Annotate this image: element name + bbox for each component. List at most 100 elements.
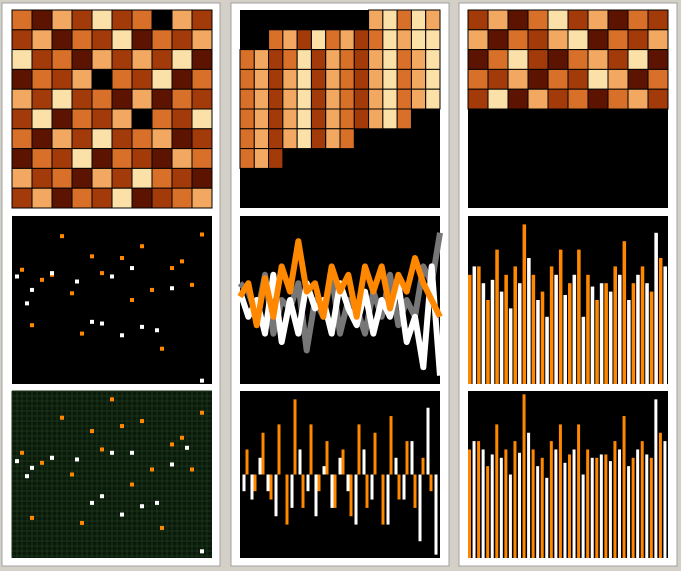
bar — [577, 249, 581, 384]
scatter-point — [90, 254, 94, 259]
bar — [522, 224, 527, 384]
heatmap-cell — [191, 29, 213, 51]
heatmap-cell — [296, 68, 312, 90]
heatmap-cell — [507, 88, 529, 110]
bar — [554, 274, 558, 384]
bar — [586, 274, 590, 384]
heatmap-cell — [425, 88, 441, 110]
heatmap-cell — [253, 88, 270, 110]
bar — [640, 266, 645, 384]
heatmap-cell — [91, 9, 113, 31]
heatmap-cell — [239, 68, 255, 90]
heatmap-cell — [382, 68, 398, 90]
bar — [627, 466, 631, 558]
heatmap-cell — [467, 49, 489, 70]
bar — [531, 449, 535, 558]
heatmap-cell — [11, 49, 33, 70]
heatmap-cell — [310, 108, 327, 130]
heatmap-cell — [191, 128, 213, 150]
bar — [622, 416, 626, 558]
heatmap-cell — [71, 167, 93, 189]
scatter-point — [140, 504, 144, 509]
scatter-point — [100, 494, 104, 499]
heatmap-cell — [51, 29, 73, 51]
heatmap-cell — [151, 128, 173, 150]
bar — [568, 454, 571, 558]
heatmap-cell — [410, 68, 427, 90]
heatmap-cell — [151, 68, 173, 90]
bar — [490, 454, 494, 558]
scatter-point — [80, 520, 84, 525]
heatmap-cell — [191, 49, 213, 70]
heatmap-cell — [31, 29, 53, 51]
heatmap-cell — [325, 29, 341, 51]
heatmap-cell — [91, 49, 113, 70]
bar — [658, 432, 662, 558]
heatmap-cell — [268, 148, 284, 169]
scatter-point — [200, 378, 204, 383]
bar — [608, 461, 612, 558]
heatmap-cell — [91, 68, 113, 90]
scatter-point — [200, 232, 204, 237]
heatmap-cell — [547, 9, 569, 31]
scatter-point — [100, 321, 104, 326]
heatmap-cell — [368, 29, 384, 51]
bar — [649, 457, 653, 558]
heatmap-cell — [268, 49, 284, 70]
scatter-point — [75, 457, 79, 462]
heatmap-cell — [396, 29, 412, 51]
heatmap-cell — [467, 88, 489, 110]
bar — [599, 283, 604, 384]
scatter-point — [160, 525, 164, 530]
heatmap-cell — [191, 9, 213, 31]
bar — [658, 258, 663, 384]
heatmap-cell — [507, 29, 529, 51]
scatter-point — [70, 291, 74, 296]
heatmap-cell — [410, 88, 427, 110]
heatmap-cell — [51, 108, 73, 130]
heatmap-cell — [171, 187, 193, 209]
heatmap-cell — [607, 9, 629, 31]
heatmap-cell — [607, 88, 629, 110]
heatmap-cell — [487, 88, 509, 110]
scatter-point — [150, 467, 154, 472]
heatmap-cell — [527, 88, 549, 110]
bar — [590, 457, 594, 558]
scatter-point — [50, 455, 54, 460]
heatmap-cell — [111, 88, 133, 110]
bar — [518, 283, 522, 384]
heatmap-cell — [647, 29, 669, 51]
scatter-point — [185, 445, 189, 450]
heatmap-cell — [487, 9, 509, 31]
scatter-point — [60, 415, 64, 420]
heatmap-cell — [382, 88, 398, 110]
heatmap-cell — [527, 68, 549, 90]
heatmap-cell — [647, 68, 669, 90]
scatter-point — [60, 234, 64, 239]
heatmap-cell — [587, 49, 609, 70]
heatmap-cell — [31, 128, 53, 150]
bar — [581, 316, 586, 384]
bar — [590, 286, 595, 384]
bar — [468, 274, 472, 384]
scatter-point — [170, 286, 174, 291]
heatmap-cell — [151, 88, 173, 110]
bar — [604, 454, 608, 558]
heatmap-cell — [71, 148, 93, 169]
bar — [640, 441, 644, 558]
heatmap-cell — [11, 167, 33, 189]
heatmap-cell — [51, 88, 73, 110]
bar — [604, 283, 608, 384]
heatmap-cell — [239, 88, 255, 110]
heatmap-cell — [239, 108, 255, 130]
heatmap-cell — [507, 9, 529, 31]
heatmap-cell — [51, 167, 73, 189]
heatmap-cell — [325, 49, 341, 70]
heatmap-cell — [11, 128, 33, 150]
bar — [558, 424, 562, 558]
heatmap-cell — [111, 128, 133, 150]
bar — [477, 441, 481, 558]
heatmap-cell — [353, 29, 370, 51]
scatter-point — [50, 271, 54, 276]
bar — [508, 474, 512, 558]
